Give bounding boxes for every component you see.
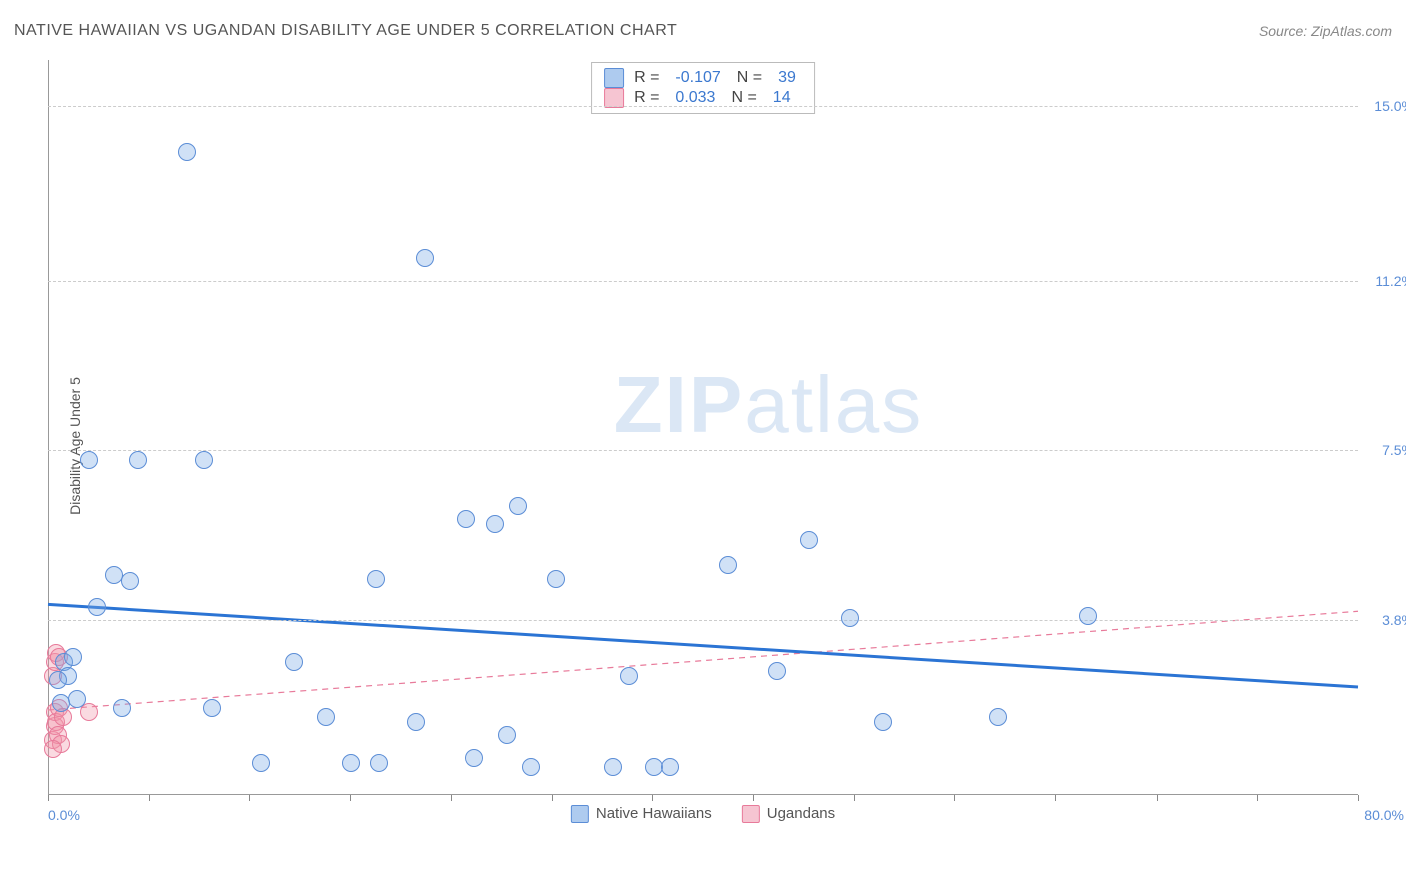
data-point xyxy=(203,699,221,717)
data-point xyxy=(547,570,565,588)
x-axis-line xyxy=(48,794,1358,795)
data-point xyxy=(44,740,62,758)
watermark-bold: ZIP xyxy=(614,360,744,449)
x-tick xyxy=(149,795,150,801)
x-tick xyxy=(249,795,250,801)
data-point xyxy=(768,662,786,680)
x-tick xyxy=(854,795,855,801)
data-point xyxy=(68,690,86,708)
data-point xyxy=(457,510,475,528)
data-point xyxy=(416,249,434,267)
y-tick-label: 3.8% xyxy=(1382,612,1406,628)
gridline xyxy=(48,281,1358,282)
data-point xyxy=(285,653,303,671)
x-axis-max-label: 80.0% xyxy=(1364,807,1404,823)
chart-header: NATIVE HAWAIIAN VS UGANDAN DISABILITY AG… xyxy=(14,22,1392,40)
r-value-2: 0.033 xyxy=(675,89,715,107)
data-point xyxy=(645,758,663,776)
n-label-2: N = xyxy=(731,89,756,107)
data-point xyxy=(129,451,147,469)
legend-label-1: Native Hawaiians xyxy=(596,805,712,822)
data-point xyxy=(52,694,70,712)
data-point xyxy=(80,703,98,721)
data-point xyxy=(800,531,818,549)
data-point xyxy=(80,451,98,469)
swatch-icon xyxy=(742,805,760,823)
data-point xyxy=(370,754,388,772)
data-point xyxy=(498,726,516,744)
x-tick xyxy=(350,795,351,801)
legend-swatch-series1 xyxy=(604,68,624,88)
n-value-1: 39 xyxy=(778,69,796,87)
trend-lines xyxy=(48,60,1358,795)
data-point xyxy=(989,708,1007,726)
r-label: R = xyxy=(634,69,659,87)
r-value-1: -0.107 xyxy=(675,69,720,87)
y-tick-label: 11.2% xyxy=(1375,273,1406,289)
x-tick xyxy=(552,795,553,801)
data-point xyxy=(661,758,679,776)
watermark: ZIPatlas xyxy=(614,359,923,451)
chart-title: NATIVE HAWAIIAN VS UGANDAN DISABILITY AG… xyxy=(14,22,677,40)
x-tick xyxy=(1055,795,1056,801)
x-axis-min-label: 0.0% xyxy=(48,807,80,823)
watermark-light: atlas xyxy=(744,360,923,449)
gridline xyxy=(48,450,1358,451)
data-point xyxy=(49,671,67,689)
chart-source: Source: ZipAtlas.com xyxy=(1259,23,1392,39)
x-tick xyxy=(451,795,452,801)
data-point xyxy=(1079,607,1097,625)
data-point xyxy=(195,451,213,469)
data-point xyxy=(874,713,892,731)
plot-area: ZIPatlas R = -0.107 N = 39 R = 0.033 N =… xyxy=(48,60,1358,795)
series-legend: Native Hawaiians Ugandans xyxy=(571,805,835,823)
legend-item-2: Ugandans xyxy=(742,805,835,823)
y-tick-label: 7.5% xyxy=(1382,442,1406,458)
y-tick-label: 15.0% xyxy=(1374,98,1406,114)
data-point xyxy=(252,754,270,772)
data-point xyxy=(604,758,622,776)
data-point xyxy=(64,648,82,666)
x-tick xyxy=(48,795,49,801)
data-point xyxy=(486,515,504,533)
data-point xyxy=(841,609,859,627)
data-point xyxy=(719,556,737,574)
x-tick xyxy=(1257,795,1258,801)
x-tick xyxy=(753,795,754,801)
data-point xyxy=(317,708,335,726)
n-label: N = xyxy=(737,69,762,87)
legend-row-1: R = -0.107 N = 39 xyxy=(604,68,802,88)
data-point xyxy=(620,667,638,685)
data-point xyxy=(522,758,540,776)
x-tick xyxy=(954,795,955,801)
x-tick xyxy=(1358,795,1359,801)
data-point xyxy=(121,572,139,590)
data-point xyxy=(465,749,483,767)
gridline xyxy=(48,106,1358,107)
data-point xyxy=(509,497,527,515)
data-point xyxy=(105,566,123,584)
data-point xyxy=(113,699,131,717)
swatch-icon xyxy=(571,805,589,823)
n-value-2: 14 xyxy=(773,89,791,107)
legend-item-1: Native Hawaiians xyxy=(571,805,712,823)
data-point xyxy=(367,570,385,588)
x-tick xyxy=(1157,795,1158,801)
y-axis-line xyxy=(48,60,49,795)
r-label-2: R = xyxy=(634,89,659,107)
data-point xyxy=(88,598,106,616)
data-point xyxy=(407,713,425,731)
legend-label-2: Ugandans xyxy=(767,805,835,822)
x-tick xyxy=(652,795,653,801)
data-point xyxy=(342,754,360,772)
data-point xyxy=(178,143,196,161)
gridline xyxy=(48,620,1358,621)
